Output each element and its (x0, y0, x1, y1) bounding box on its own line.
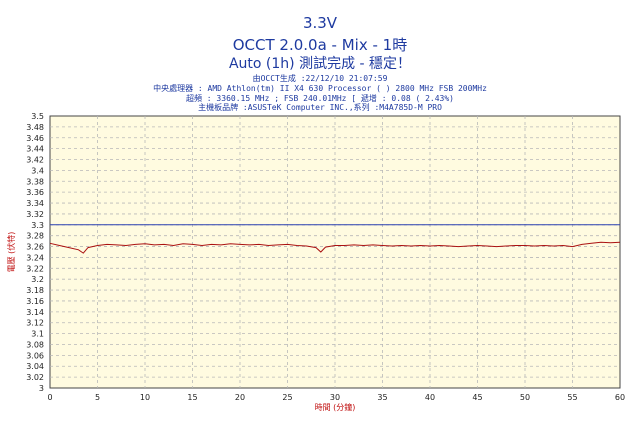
y-tick-label: 3.5 (31, 112, 44, 121)
y-tick-label: 3.44 (26, 145, 44, 154)
y-tick-label: 3.22 (26, 264, 44, 273)
y-tick-label: 3 (39, 384, 44, 393)
x-axis-label: 時間 (分鐘) (315, 402, 356, 412)
y-tick-label: 3.06 (26, 351, 44, 360)
y-tick-label: 3.18 (26, 286, 44, 295)
x-tick-label: 55 (567, 393, 577, 402)
x-tick-label: 35 (377, 393, 387, 402)
y-tick-label: 3.1 (31, 330, 44, 339)
y-tick-label: 3.04 (26, 362, 44, 371)
y-tick-label: 3.08 (26, 340, 44, 349)
info-overclock: 超頻 : 3360.15 MHz ; FSB 240.01MHz [ 遞增 : … (185, 94, 454, 103)
x-tick-label: 50 (520, 393, 530, 402)
y-tick-label: 3.48 (26, 123, 44, 132)
y-tick-label: 3.3 (31, 221, 44, 230)
x-tick-label: 45 (472, 393, 482, 402)
y-tick-label: 3.02 (26, 373, 44, 382)
x-tick-label: 30 (330, 393, 340, 402)
x-tick-label: 10 (140, 393, 150, 402)
chart-title-status: Auto (1h) 測試完成 - 穩定！ (228, 56, 412, 72)
y-axis-label: 電壓 (伏特) (6, 232, 16, 273)
y-tick-label: 3.14 (26, 308, 44, 317)
voltage-series-line (49, 241, 621, 254)
y-tick-label: 3.38 (26, 177, 44, 186)
y-tick-label: 3.26 (26, 243, 44, 252)
x-tick-label: 5 (95, 393, 100, 402)
info-generated: 由OCCT生成 :22/12/10 21:07:59 (252, 74, 388, 83)
y-tick-label: 3.16 (26, 297, 44, 306)
y-tick-label: 3.42 (26, 156, 44, 165)
y-tick-label: 3.36 (26, 188, 44, 197)
y-tick-label: 3.4 (31, 166, 44, 175)
y-tick-label: 3.12 (26, 319, 44, 328)
x-tick-label: 25 (282, 393, 292, 402)
chart-title-app: OCCT 2.0.0a - Mix - 1時 (232, 36, 408, 54)
x-tick-label: 15 (187, 393, 197, 402)
y-tick-label: 3.24 (26, 253, 44, 262)
y-tick-label: 3.34 (26, 199, 44, 208)
y-tick-label: 3.28 (26, 232, 44, 241)
chart-title-voltage: 3.3V (302, 14, 338, 32)
x-tick-label: 40 (425, 393, 435, 402)
plot-area (49, 115, 621, 389)
y-tick-label: 3.32 (26, 210, 44, 219)
y-tick-label: 3.2 (31, 275, 44, 284)
x-tick-label: 20 (235, 393, 245, 402)
x-tick-label: 0 (47, 393, 52, 402)
x-tick-label: 60 (615, 393, 625, 402)
y-tick-label: 3.46 (26, 134, 44, 143)
info-motherboard: 主機板品牌 :ASUSTeK Computer INC.,系列 :M4A785D… (198, 103, 442, 112)
info-cpu: 中央處理器 : AMD Athlon(tm) II X4 630 Process… (153, 84, 487, 93)
